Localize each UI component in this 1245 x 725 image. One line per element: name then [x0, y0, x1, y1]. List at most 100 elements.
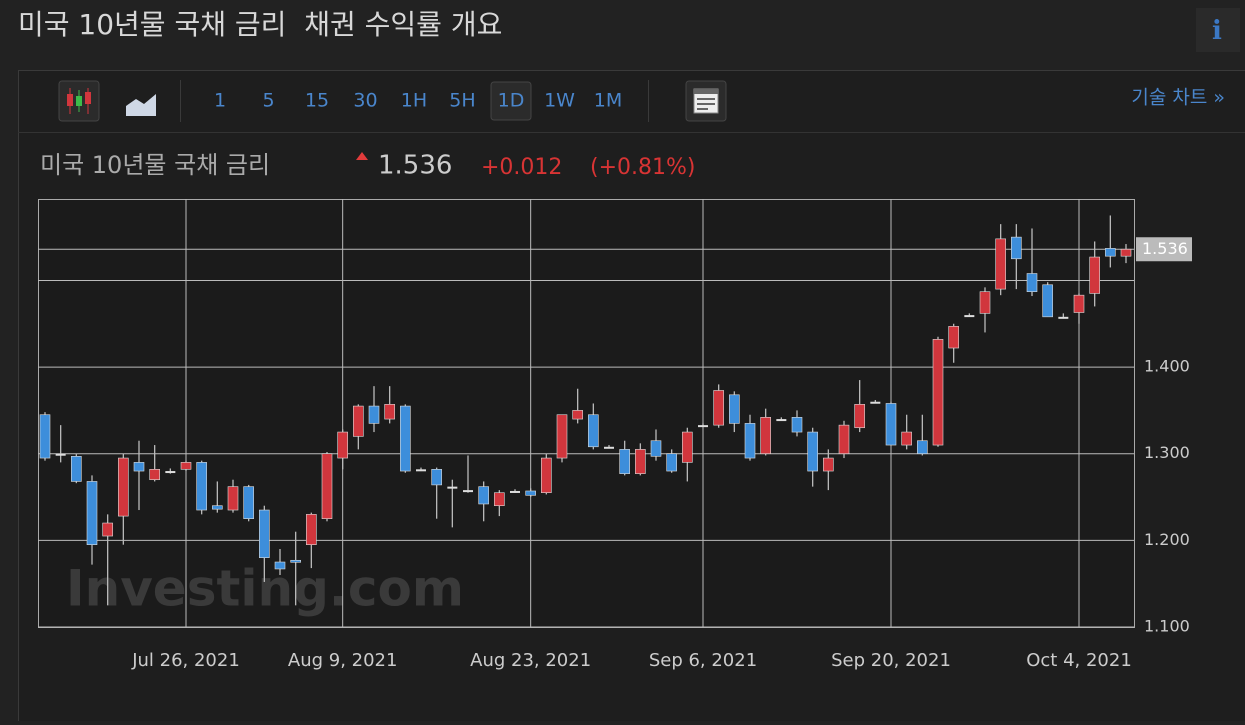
candle-body [306, 514, 316, 544]
candle-body [1074, 295, 1084, 312]
interval-button[interactable]: 15 [305, 90, 329, 112]
candle-body [776, 419, 786, 421]
interval-button[interactable]: 1M [594, 90, 622, 112]
candle-body [917, 441, 927, 454]
candle-body [432, 469, 442, 485]
interval-button[interactable]: 1W [544, 90, 575, 112]
candle-body [698, 425, 708, 427]
interval-button[interactable]: 1 [214, 90, 226, 112]
candle-body [573, 410, 583, 419]
page-title: 미국 10년물 국채 금리 채권 수익률 개요 [18, 8, 502, 41]
candle-body [964, 315, 974, 317]
candle-body [823, 458, 833, 471]
candle-body [71, 456, 81, 481]
quote-name: 미국 10년물 국채 금리 [40, 151, 270, 179]
x-tick-label: Sep 20, 2021 [831, 650, 951, 671]
candle-body [588, 415, 598, 447]
candle-body [244, 487, 254, 519]
candle-body [620, 449, 630, 473]
interval-button[interactable]: 1H [401, 90, 427, 112]
technical-chart-link[interactable]: 기술 차트 » [1131, 87, 1225, 109]
candle-body [729, 395, 739, 424]
x-tick-label: Aug 23, 2021 [470, 650, 591, 671]
candle-body [181, 462, 191, 469]
candle-body [134, 462, 144, 471]
candle-body [1121, 249, 1131, 256]
candle-body [150, 469, 160, 479]
candle-body [996, 239, 1006, 289]
candle-body [557, 415, 567, 458]
candle-body [494, 493, 504, 506]
candle-body [949, 326, 959, 348]
candle-body [103, 523, 113, 536]
candle-body [416, 469, 426, 471]
last-price-label: 1.536 [1142, 239, 1188, 258]
candle-body [839, 425, 849, 454]
candle-body [1011, 237, 1021, 259]
interval-button[interactable]: 1D [498, 90, 525, 112]
candle-body [40, 415, 50, 458]
quote-change-pct: (+0.81%) [590, 155, 696, 180]
candle-body [886, 403, 896, 445]
candle-body [933, 339, 943, 445]
x-tick-label: Aug 9, 2021 [288, 650, 398, 671]
candle-body [870, 402, 880, 404]
candle-body [322, 454, 332, 519]
candle-body [635, 449, 645, 473]
candle-body [1105, 248, 1115, 256]
candle-body [526, 491, 536, 495]
candle-body [902, 432, 912, 445]
interval-button[interactable]: 5H [449, 90, 475, 112]
y-tick-label: 1.100 [1144, 617, 1190, 636]
candle-body [118, 458, 128, 516]
candle-body [761, 417, 771, 453]
x-tick-label: Oct 4, 2021 [1026, 650, 1132, 671]
candle-body [667, 454, 677, 471]
candle-body [353, 406, 363, 436]
candle-body [510, 491, 520, 493]
candle-body [165, 471, 175, 473]
candle-body [604, 447, 614, 449]
candle-body [369, 406, 379, 423]
candle-body [447, 487, 457, 489]
candle-body [228, 487, 238, 510]
candle-body [463, 490, 473, 492]
candle-body [1090, 257, 1100, 293]
quote-change: +0.012 [481, 155, 562, 180]
candle-body [541, 458, 551, 493]
candle-body [855, 404, 865, 427]
candle-body [275, 562, 285, 569]
candle-body [87, 481, 97, 544]
x-tick-label: Jul 26, 2021 [131, 650, 240, 671]
candle-body [338, 432, 348, 458]
candle-body [291, 560, 301, 562]
candle-body [745, 423, 755, 458]
candle-body [714, 390, 724, 425]
candle-body [651, 441, 661, 457]
candle-body [1027, 274, 1037, 292]
quote-price: 1.536 [378, 151, 452, 181]
candle-body [56, 454, 66, 456]
candle-body [385, 404, 395, 419]
candle-body [792, 417, 802, 432]
candle-body [479, 487, 489, 504]
candle-body [1058, 317, 1068, 319]
candle-body [682, 432, 692, 462]
candle-body [259, 510, 269, 558]
layout-icon[interactable] [694, 89, 718, 113]
candle-body [808, 432, 818, 471]
x-tick-label: Sep 6, 2021 [649, 650, 757, 671]
candle-body [400, 406, 410, 471]
y-tick-label: 1.400 [1144, 357, 1190, 376]
candle-body [1043, 285, 1053, 317]
y-tick-label: 1.200 [1144, 530, 1190, 549]
candle-body [980, 292, 990, 314]
interval-button[interactable]: 5 [262, 90, 274, 112]
interval-button[interactable]: 30 [353, 90, 377, 112]
candle-body [197, 462, 207, 510]
info-icon[interactable]: i [1212, 16, 1222, 46]
y-tick-label: 1.300 [1144, 443, 1190, 462]
candle-body [212, 506, 222, 509]
